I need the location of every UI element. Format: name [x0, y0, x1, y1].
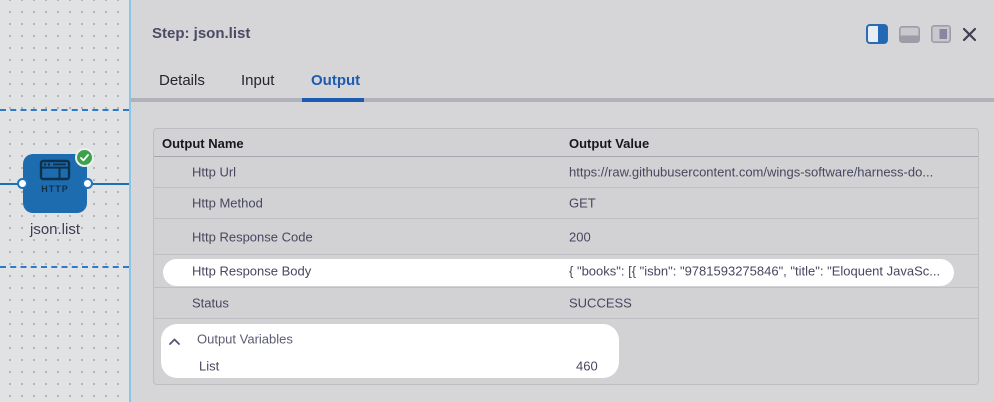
column-header-output-name: Output Name [162, 136, 244, 151]
tab-output[interactable]: Output [311, 72, 361, 89]
row-name: Http Url [192, 164, 237, 180]
pipeline-canvas[interactable]: HTTP json.list [0, 0, 129, 402]
tab-bar-track [131, 98, 994, 102]
table-row: Http Method GET [154, 188, 978, 219]
row-name: Http Method [192, 195, 263, 211]
row-value: https://raw.githubusercontent.com/wings-… [569, 164, 934, 180]
row-name: Status [192, 295, 229, 311]
row-value: 200 [569, 229, 591, 244]
highlight-pill-response-body [163, 259, 954, 286]
table-row: Http Url https://raw.githubusercontent.c… [154, 157, 978, 188]
highlight-pill-output-variables [161, 324, 619, 378]
panel-title: Step: json.list [152, 25, 251, 42]
active-tab-underline [302, 98, 364, 102]
success-check-icon [75, 148, 94, 167]
layout-split-right-button[interactable] [866, 24, 888, 44]
row-value: { "books": [{ "isbn": "9781593275846", "… [569, 263, 941, 279]
column-header-output-value: Output Value [569, 136, 650, 151]
chevron-up-icon [169, 332, 180, 350]
row-name: List [199, 358, 220, 374]
stage-boundary-dashed-line [0, 266, 129, 268]
step-node-json-list[interactable]: HTTP [17, 148, 94, 213]
tab-details[interactable]: Details [159, 72, 205, 89]
row-value: GET [569, 195, 596, 211]
table-row: Status SUCCESS [154, 288, 978, 319]
row-value: 460 [576, 358, 598, 374]
group-label: Output Variables [197, 331, 293, 347]
output-table: Output Name Output Value Http Url https:… [153, 128, 979, 385]
panel-split-divider[interactable] [129, 0, 131, 402]
http-icon-label: HTTP [41, 184, 69, 194]
node-port-left-icon [17, 178, 28, 189]
table-row-highlighted: Http Response Body { "books": [{ "isbn":… [154, 255, 978, 288]
layout-split-bottom-button[interactable] [899, 25, 920, 43]
table-row: List 460 [154, 353, 614, 379]
http-step-icon: HTTP [23, 159, 87, 194]
output-variables-toggle[interactable]: Output Variables [154, 324, 614, 354]
table-row: Http Response Code 200 [154, 219, 978, 255]
close-icon[interactable] [962, 27, 977, 42]
row-name: Http Response Code [192, 229, 313, 244]
row-value: SUCCESS [569, 295, 632, 311]
step-node-label: json.list [29, 221, 81, 238]
layout-dock-button[interactable] [931, 25, 951, 43]
panel-window-controls [866, 24, 977, 44]
tab-input[interactable]: Input [241, 72, 275, 89]
table-header-row: Output Name Output Value [154, 129, 978, 157]
stage-boundary-dashed-line [0, 109, 129, 111]
step-details-panel: Step: json.list Detail [131, 0, 994, 402]
row-name: Http Response Body [192, 263, 312, 279]
node-port-right-icon [82, 178, 93, 189]
